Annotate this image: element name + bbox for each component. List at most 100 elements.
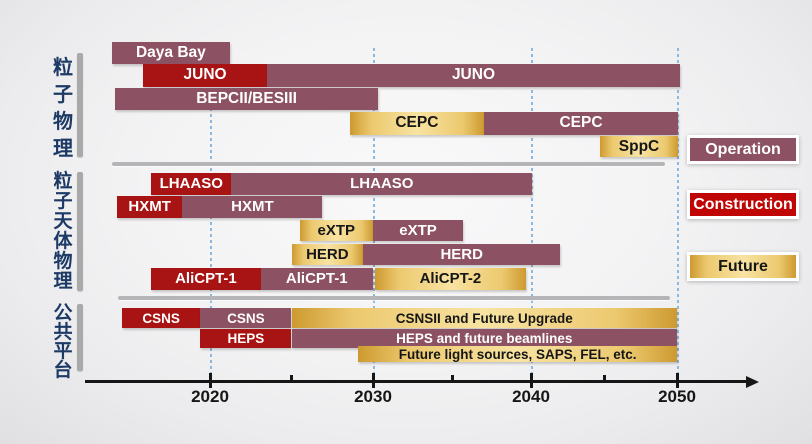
timeline-row: CEPC CEPC	[0, 112, 812, 135]
bar-lhaaso-operation: LHAASO	[231, 173, 533, 195]
section-label-3: 公共平台	[49, 304, 77, 380]
section-divider-2	[118, 295, 670, 300]
bar-label: CSNS	[227, 310, 265, 326]
bar-label: AliCPT-1	[285, 270, 348, 287]
axis-tick-label-2030: 2030	[354, 387, 392, 406]
legend-operation: Operation	[687, 135, 799, 164]
timeline-row: HERD HERD	[0, 243, 812, 265]
axis-tick-label-2040: 2040	[512, 387, 550, 406]
section-label-char: 理	[53, 138, 73, 160]
bar-label: CSNSII and Future Upgrade	[395, 310, 573, 326]
axis-tick-label-2050: 2050	[658, 387, 696, 406]
bar-label: JUNO	[183, 66, 227, 84]
bar-lhaaso-construction: LHAASO	[151, 173, 232, 195]
bar-juno-operation: JUNO	[267, 64, 680, 87]
bar-cepc-operation: CEPC	[483, 112, 679, 135]
axis-line	[85, 380, 746, 383]
timeline-row: HEPS HEPS and future beamlines	[0, 328, 812, 348]
bar-herd-operation: HERD	[363, 243, 561, 265]
bar-daya-bay-operation: Daya Bay	[112, 42, 230, 64]
section-label-char: 物	[53, 251, 73, 272]
bar-label: HERD	[306, 245, 349, 263]
timeline-row: Future light sources, SAPS, FEL, etc.	[0, 346, 812, 362]
bar-future-light-sources-saps-fel-etc-future: Future light sources, SAPS, FEL, etc.	[358, 346, 677, 362]
bar-csnsii-and-future-upgrade-future: CSNSII and Future Upgrade	[291, 308, 677, 328]
axis-minor-tick-2025	[290, 375, 293, 383]
bar-label: Daya Bay	[135, 43, 206, 61]
axis-minor-tick-2045	[602, 375, 606, 383]
section-label-char: 体	[53, 231, 73, 252]
timeline-row: BEPCII/BESIII	[0, 88, 812, 110]
axis-tick-2040	[529, 373, 533, 388]
bar-sppc-future: SppC	[599, 136, 679, 157]
axis-tick-label-2020: 2020	[191, 387, 229, 406]
bar-csns-operation: CSNS	[200, 308, 292, 328]
section-label-char: 粒	[53, 171, 73, 192]
timeline-row: LHAASO LHAASO	[0, 173, 812, 195]
section-label-char: 共	[53, 322, 73, 343]
bar-label: LHAASO	[350, 175, 414, 193]
bar-label: AliCPT-1	[175, 270, 237, 287]
section-bracket-2	[77, 172, 83, 291]
bar-alicpt-1-operation: AliCPT-1	[260, 267, 373, 290]
bar-label: BEPCII/BESIII	[196, 90, 297, 107]
timeline-row: CSNS CSNS CSNSII and Future Upgrade	[0, 308, 812, 328]
timeline-row: Daya Bay	[0, 42, 812, 64]
bar-label: HXMT	[231, 198, 274, 216]
bar-extp-operation: eXTP	[373, 219, 464, 241]
axis-tick-2020	[208, 373, 212, 388]
axis-arrowhead	[746, 375, 759, 388]
bar-label: Future light sources, SAPS, FEL, etc.	[398, 346, 637, 362]
gridline-2040	[531, 48, 533, 381]
bar-label: HEPS and future beamlines	[396, 330, 573, 346]
timeline-row: AliCPT-1 AliCPT-1 AliCPT-2	[0, 267, 812, 290]
section-label-2: 粒子天体物理	[49, 172, 77, 291]
axis-minor-tick-2035	[450, 375, 454, 383]
axis-tick-2050	[675, 373, 679, 388]
section-bracket-3	[77, 304, 83, 371]
bar-alicpt-2-future: AliCPT-2	[374, 267, 527, 290]
section-label-char: 天	[53, 211, 73, 232]
legend-future: Future	[687, 252, 799, 281]
bar-label: CSNS	[142, 310, 180, 326]
bar-alicpt-1-construction: AliCPT-1	[151, 267, 261, 290]
bar-heps-construction: HEPS	[200, 328, 292, 348]
bar-label: CEPC	[559, 114, 603, 132]
bar-label: HERD	[440, 245, 483, 263]
bar-label: HEPS	[227, 330, 265, 346]
bar-hxmt-operation: HXMT	[182, 196, 323, 218]
bar-label: eXTP	[399, 221, 437, 239]
bar-label: eXTP	[317, 221, 356, 239]
timeline-row: JUNO JUNO	[0, 64, 812, 87]
bar-extp-future: eXTP	[299, 219, 373, 241]
section-divider-1	[112, 161, 665, 166]
gridline-2030	[373, 48, 375, 381]
bar-csns-construction: CSNS	[121, 308, 201, 328]
bar-label: HXMT	[128, 198, 171, 216]
bar-cepc-future: CEPC	[350, 112, 484, 135]
bar-bepcii-besiii-operation: BEPCII/BESIII	[115, 88, 378, 110]
gridline-2050	[677, 48, 679, 381]
legend-construction: Construction	[687, 190, 799, 219]
section-bracket-1	[77, 53, 83, 157]
section-label-char: 公	[53, 303, 73, 324]
section-label-char: 子	[53, 84, 73, 106]
timeline-row: SppC	[0, 136, 812, 157]
section-label-char: 物	[53, 111, 73, 133]
section-label-char: 平	[53, 341, 73, 362]
section-label-char: 理	[53, 271, 73, 292]
bar-label: CEPC	[395, 114, 439, 132]
bar-label: LHAASO	[159, 175, 223, 193]
section-label-1: 粒子物理	[49, 58, 77, 159]
section-label-char: 台	[53, 360, 73, 381]
bar-hxmt-construction: HXMT	[117, 196, 183, 218]
section-label-char: 子	[53, 191, 73, 212]
bar-herd-future: HERD	[291, 243, 364, 265]
section-label-char: 粒	[53, 57, 73, 79]
timeline-row: HXMT HXMT	[0, 196, 812, 218]
bar-heps-and-future-beamlines-operation: HEPS and future beamlines	[291, 328, 677, 348]
bar-label: SppC	[618, 137, 660, 155]
axis-tick-2030	[371, 373, 375, 388]
bar-juno-construction: JUNO	[143, 64, 268, 87]
